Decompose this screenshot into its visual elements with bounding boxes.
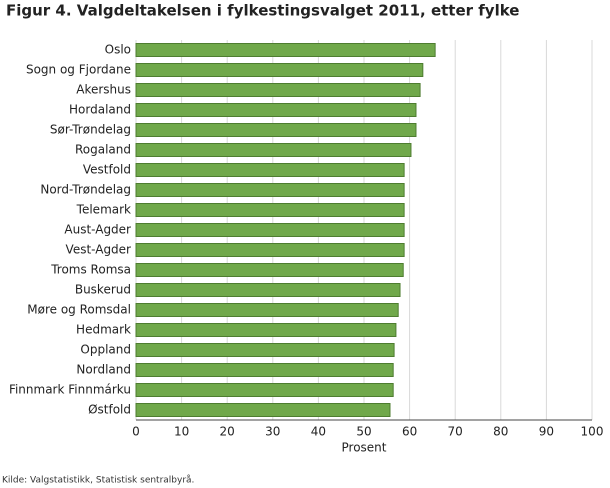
y-tick-label: Oppland <box>80 343 131 357</box>
source-note: Kilde: Valgstatistikk, Statistisk sentra… <box>2 475 194 486</box>
bar <box>135 183 405 197</box>
y-tick-label: Rogaland <box>75 143 131 157</box>
bar <box>135 243 405 257</box>
y-tick-label: Møre og Romsdal <box>27 303 131 317</box>
x-tick-label: 100 <box>581 425 604 439</box>
bar <box>135 383 394 397</box>
x-tick-label: 10 <box>174 425 189 439</box>
x-axis-label: Prosent <box>342 441 387 455</box>
y-tick-label: Oslo <box>105 43 131 57</box>
bar <box>135 63 424 77</box>
x-tick-label: 70 <box>448 425 463 439</box>
y-tick-label: Buskerud <box>75 283 131 297</box>
bar <box>135 123 417 137</box>
y-tick-label: Nordland <box>76 363 131 377</box>
bar <box>135 323 397 337</box>
y-tick-label: Hedmark <box>76 323 131 337</box>
bar <box>135 203 405 217</box>
x-tick-label: 0 <box>132 425 140 439</box>
y-tick-label: Akershus <box>76 83 131 97</box>
chart-title: Figur 4. Valgdeltakelsen i fylkestingsva… <box>6 2 519 20</box>
bar <box>135 83 421 97</box>
y-tick-label: Sogn og Fjordane <box>26 63 131 77</box>
x-tick-label: 80 <box>493 425 508 439</box>
y-tick-label: Østfold <box>88 403 131 417</box>
y-tick-label: Nord-Trøndelag <box>40 183 131 197</box>
bar <box>135 163 405 177</box>
bar <box>135 403 391 417</box>
bar <box>135 303 399 317</box>
bar <box>135 223 405 237</box>
x-tick-label: 30 <box>265 425 280 439</box>
x-tick-label: 50 <box>356 425 371 439</box>
y-tick-label: Finnmark Finnmárku <box>9 383 131 397</box>
bar <box>135 103 417 117</box>
y-tick-label: Telemark <box>76 203 131 217</box>
y-tick-label: Vestfold <box>83 163 131 177</box>
x-tick-label: 40 <box>311 425 326 439</box>
bar <box>135 343 395 357</box>
bar <box>135 283 401 297</box>
y-tick-label: Sør-Trøndelag <box>50 123 131 137</box>
y-tick-label: Hordaland <box>69 103 131 117</box>
x-tick-label: 60 <box>402 425 417 439</box>
x-tick-label: 20 <box>220 425 235 439</box>
y-tick-label: Aust-Agder <box>64 223 131 237</box>
bar <box>135 363 394 377</box>
bar <box>135 43 436 57</box>
y-tick-label: Troms Romsa <box>50 263 131 277</box>
bar <box>135 143 412 157</box>
y-tick-label: Vest-Agder <box>66 243 132 257</box>
bar <box>135 263 404 277</box>
x-tick-label: 90 <box>539 425 554 439</box>
